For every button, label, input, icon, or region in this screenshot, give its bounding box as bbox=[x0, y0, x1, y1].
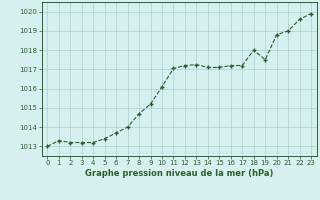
X-axis label: Graphe pression niveau de la mer (hPa): Graphe pression niveau de la mer (hPa) bbox=[85, 169, 273, 178]
